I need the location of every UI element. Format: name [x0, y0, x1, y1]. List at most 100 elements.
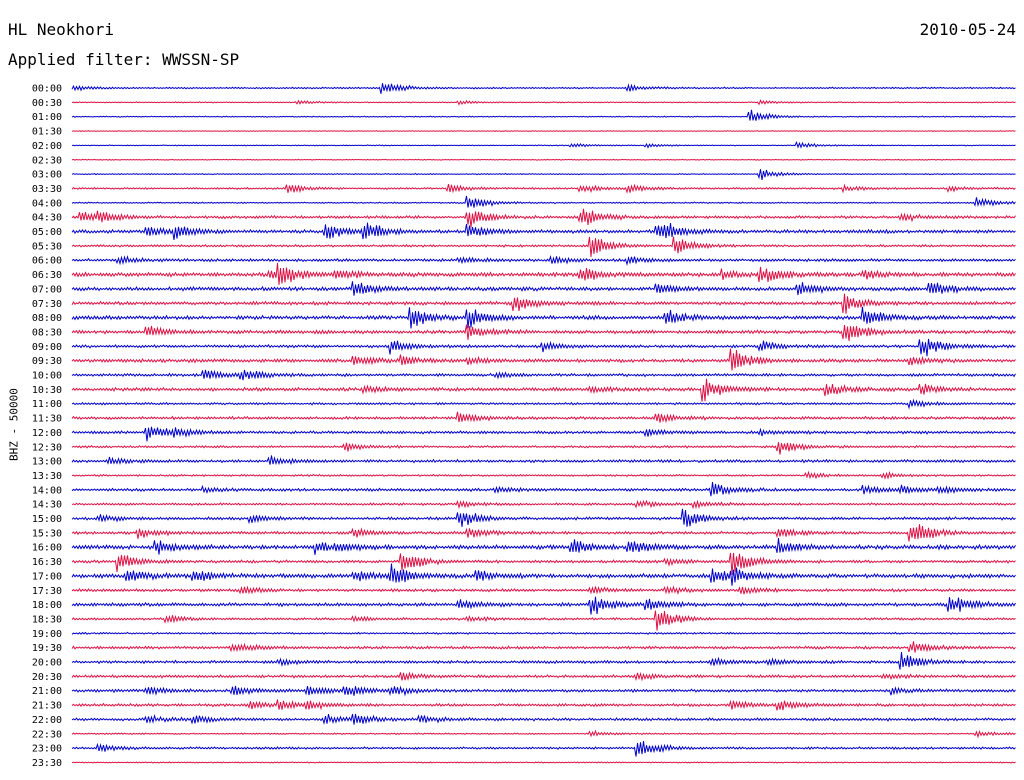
time-label: 14:30	[32, 500, 62, 511]
time-label: 04:00	[32, 198, 62, 209]
seismic-trace	[71, 741, 1016, 757]
time-label: 19:30	[32, 643, 62, 654]
seismic-trace	[71, 671, 1016, 682]
time-label: 21:00	[32, 686, 62, 697]
time-label: 07:00	[32, 284, 62, 295]
time-label: 04:30	[32, 213, 62, 224]
time-label: 02:00	[32, 141, 62, 152]
seismic-trace	[71, 281, 1016, 296]
time-label: 20:00	[32, 658, 62, 669]
seismic-trace	[71, 99, 1016, 106]
time-label: 02:30	[32, 155, 62, 166]
seismic-trace	[71, 183, 1016, 194]
seismic-trace	[71, 254, 1016, 266]
time-label: 05:30	[32, 241, 62, 252]
seismic-trace	[71, 141, 1016, 149]
seismic-trace	[71, 508, 1016, 527]
time-label: 13:30	[32, 471, 62, 482]
seismic-trace	[71, 236, 1016, 257]
time-label: 17:00	[32, 571, 62, 582]
time-label: 23:00	[32, 744, 62, 755]
seismic-trace	[71, 222, 1016, 240]
seismic-trace	[71, 652, 1016, 670]
time-label: 09:00	[32, 342, 62, 353]
time-label: 03:30	[32, 184, 62, 195]
time-label: 16:30	[32, 557, 62, 568]
seismic-trace	[71, 596, 1016, 615]
time-label: 09:30	[32, 356, 62, 367]
station-title: HL Neokhori	[8, 20, 114, 39]
seismic-trace	[71, 378, 1016, 402]
time-label: 00:30	[32, 98, 62, 109]
seismic-trace	[71, 470, 1016, 480]
seismic-trace	[71, 109, 1016, 121]
seismic-trace	[71, 348, 1016, 371]
time-label: 06:30	[32, 270, 62, 281]
seismic-trace	[71, 482, 1016, 497]
time-label: 14:00	[32, 485, 62, 496]
seismic-trace	[71, 293, 1016, 314]
seismic-trace	[71, 685, 1016, 697]
time-label: 12:00	[32, 428, 62, 439]
seismic-trace	[71, 537, 1016, 555]
time-label: 18:30	[32, 614, 62, 625]
time-label: 11:00	[32, 399, 62, 410]
time-label: 07:30	[32, 299, 62, 310]
time-label: 08:00	[32, 313, 62, 324]
seismic-trace	[71, 338, 1016, 357]
time-label: 22:30	[32, 729, 62, 740]
time-label: 01:30	[32, 127, 62, 138]
seismic-trace	[71, 761, 1016, 764]
time-label: 15:00	[32, 514, 62, 525]
time-label: 12:30	[32, 442, 62, 453]
time-label: 16:00	[32, 543, 62, 554]
time-label: 23:30	[32, 758, 62, 769]
seismic-trace	[71, 585, 1016, 595]
seismic-trace	[71, 306, 1016, 329]
seismic-trace	[71, 713, 1016, 726]
seismic-trace	[71, 631, 1016, 636]
seismic-trace	[71, 324, 1016, 342]
seismic-trace	[71, 369, 1016, 381]
seismic-trace	[71, 130, 1016, 132]
time-label: 03:00	[32, 170, 62, 181]
seismic-trace	[71, 262, 1016, 285]
time-label: 08:30	[32, 327, 62, 338]
time-label: 21:30	[32, 701, 62, 712]
seismic-trace	[71, 699, 1016, 711]
seismic-trace	[71, 411, 1016, 424]
seismic-trace	[71, 610, 1016, 631]
time-label: 18:00	[32, 600, 62, 611]
seismic-trace	[71, 563, 1016, 586]
time-label: 11:30	[32, 414, 62, 425]
time-label: 01:00	[32, 112, 62, 123]
time-label: 00:00	[32, 84, 62, 95]
seismic-trace	[71, 641, 1016, 653]
seismic-trace	[71, 169, 1016, 180]
seismic-trace	[71, 552, 1016, 575]
seismic-trace	[71, 83, 1016, 94]
time-label: 17:30	[32, 586, 62, 597]
time-label: 22:00	[32, 715, 62, 726]
date-label: 2010-05-24	[919, 20, 1016, 39]
filter-label: Applied filter: WWSSN-SP	[8, 50, 240, 69]
seismic-trace	[71, 426, 1016, 442]
time-label: 20:30	[32, 672, 62, 683]
seismic-trace	[71, 208, 1016, 228]
time-label: 15:30	[32, 528, 62, 539]
time-label: 10:00	[32, 371, 62, 382]
seismic-trace	[71, 499, 1016, 510]
time-label: 06:00	[32, 256, 62, 267]
seismic-trace	[71, 195, 1016, 208]
seismic-trace	[71, 524, 1016, 542]
seismic-trace	[71, 158, 1016, 161]
time-label: 19:00	[32, 629, 62, 640]
seismic-trace	[71, 455, 1016, 466]
time-label: 13:00	[32, 457, 62, 468]
seismic-trace	[71, 729, 1016, 739]
time-label: 05:00	[32, 227, 62, 238]
seismic-trace	[71, 398, 1016, 410]
time-label: 10:30	[32, 385, 62, 396]
